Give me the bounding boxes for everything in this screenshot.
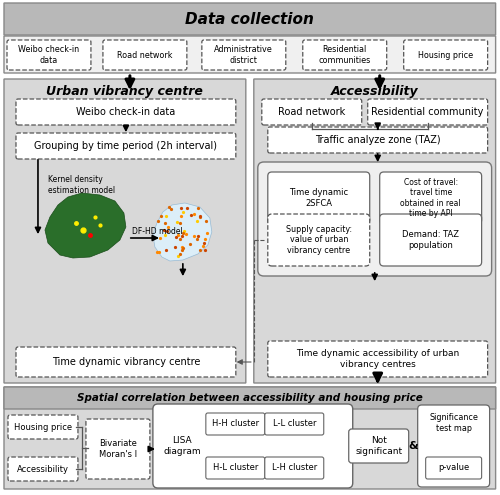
Text: Demand: TAZ
population: Demand: TAZ population: [402, 230, 459, 249]
FancyBboxPatch shape: [206, 457, 265, 479]
FancyBboxPatch shape: [268, 214, 370, 266]
FancyBboxPatch shape: [268, 341, 488, 377]
Text: Housing price: Housing price: [418, 50, 473, 59]
FancyBboxPatch shape: [426, 457, 482, 479]
Text: Cost of travel:
travel time
obtained in real
time by API: Cost of travel: travel time obtained in …: [400, 178, 461, 218]
Text: L-L cluster: L-L cluster: [272, 419, 316, 429]
Text: &: &: [409, 441, 418, 451]
FancyBboxPatch shape: [368, 99, 488, 125]
FancyBboxPatch shape: [380, 214, 482, 266]
FancyBboxPatch shape: [8, 457, 78, 481]
Text: Residential
communities: Residential communities: [318, 46, 371, 65]
FancyBboxPatch shape: [265, 413, 324, 435]
Text: Residential community: Residential community: [372, 107, 484, 117]
Text: Urban vibrancy centre: Urban vibrancy centre: [46, 85, 203, 98]
FancyBboxPatch shape: [202, 40, 286, 70]
Text: Time dynamic accessibility of urban
vibrancy centres: Time dynamic accessibility of urban vibr…: [296, 349, 460, 369]
FancyBboxPatch shape: [4, 79, 246, 383]
FancyBboxPatch shape: [380, 172, 482, 224]
Text: Data collection: Data collection: [186, 11, 314, 27]
Text: Weibo check-in data: Weibo check-in data: [76, 107, 176, 117]
FancyBboxPatch shape: [103, 40, 187, 70]
FancyBboxPatch shape: [265, 457, 324, 479]
FancyBboxPatch shape: [16, 133, 236, 159]
Text: Weibo check-in
data: Weibo check-in data: [18, 46, 80, 65]
Polygon shape: [153, 203, 212, 261]
FancyBboxPatch shape: [254, 79, 496, 383]
Text: L-H cluster: L-H cluster: [272, 463, 317, 473]
Text: Not
significant: Not significant: [355, 436, 403, 456]
Text: Spatial correlation between accessibility and housing price: Spatial correlation between accessibilit…: [77, 393, 422, 403]
FancyBboxPatch shape: [153, 404, 352, 488]
FancyBboxPatch shape: [303, 40, 386, 70]
FancyBboxPatch shape: [16, 99, 236, 125]
FancyBboxPatch shape: [4, 3, 496, 35]
Text: Kernel density
estimation model: Kernel density estimation model: [48, 175, 115, 195]
FancyBboxPatch shape: [4, 387, 496, 489]
Text: Time dynamic vibrancy centre: Time dynamic vibrancy centre: [52, 357, 200, 367]
Text: Grouping by time period (2h interval): Grouping by time period (2h interval): [34, 141, 218, 151]
Text: DF-HD model: DF-HD model: [132, 228, 182, 237]
Text: Road network: Road network: [278, 107, 345, 117]
Text: Administrative
district: Administrative district: [214, 46, 273, 65]
Text: Accessibility: Accessibility: [17, 464, 69, 474]
FancyBboxPatch shape: [404, 40, 487, 70]
Text: Supply capacity:
value of urban
vibrancy centre: Supply capacity: value of urban vibrancy…: [286, 225, 352, 255]
Text: H-L cluster: H-L cluster: [212, 463, 258, 473]
FancyBboxPatch shape: [268, 172, 370, 224]
FancyBboxPatch shape: [418, 405, 490, 487]
FancyBboxPatch shape: [262, 99, 362, 125]
Text: Accessibility: Accessibility: [331, 85, 418, 98]
Text: Road network: Road network: [117, 50, 172, 59]
FancyBboxPatch shape: [7, 40, 91, 70]
Text: LISA
diagram: LISA diagram: [163, 436, 200, 456]
FancyBboxPatch shape: [4, 36, 496, 73]
FancyBboxPatch shape: [206, 413, 265, 435]
FancyBboxPatch shape: [258, 162, 492, 276]
Text: Significance
test map: Significance test map: [429, 413, 478, 433]
Text: Bivariate
Moran's I: Bivariate Moran's I: [99, 439, 137, 459]
FancyBboxPatch shape: [268, 127, 488, 153]
FancyBboxPatch shape: [8, 415, 78, 439]
Text: Housing price: Housing price: [14, 423, 72, 432]
FancyBboxPatch shape: [4, 387, 496, 409]
Text: Time dynamic
2SFCA: Time dynamic 2SFCA: [289, 188, 348, 208]
FancyBboxPatch shape: [348, 429, 408, 463]
Text: p-value: p-value: [438, 463, 470, 473]
Text: H-H cluster: H-H cluster: [212, 419, 259, 429]
Polygon shape: [45, 193, 126, 258]
FancyBboxPatch shape: [16, 347, 236, 377]
FancyBboxPatch shape: [86, 419, 150, 479]
Text: Traffic analyze zone (TAZ): Traffic analyze zone (TAZ): [315, 135, 440, 145]
